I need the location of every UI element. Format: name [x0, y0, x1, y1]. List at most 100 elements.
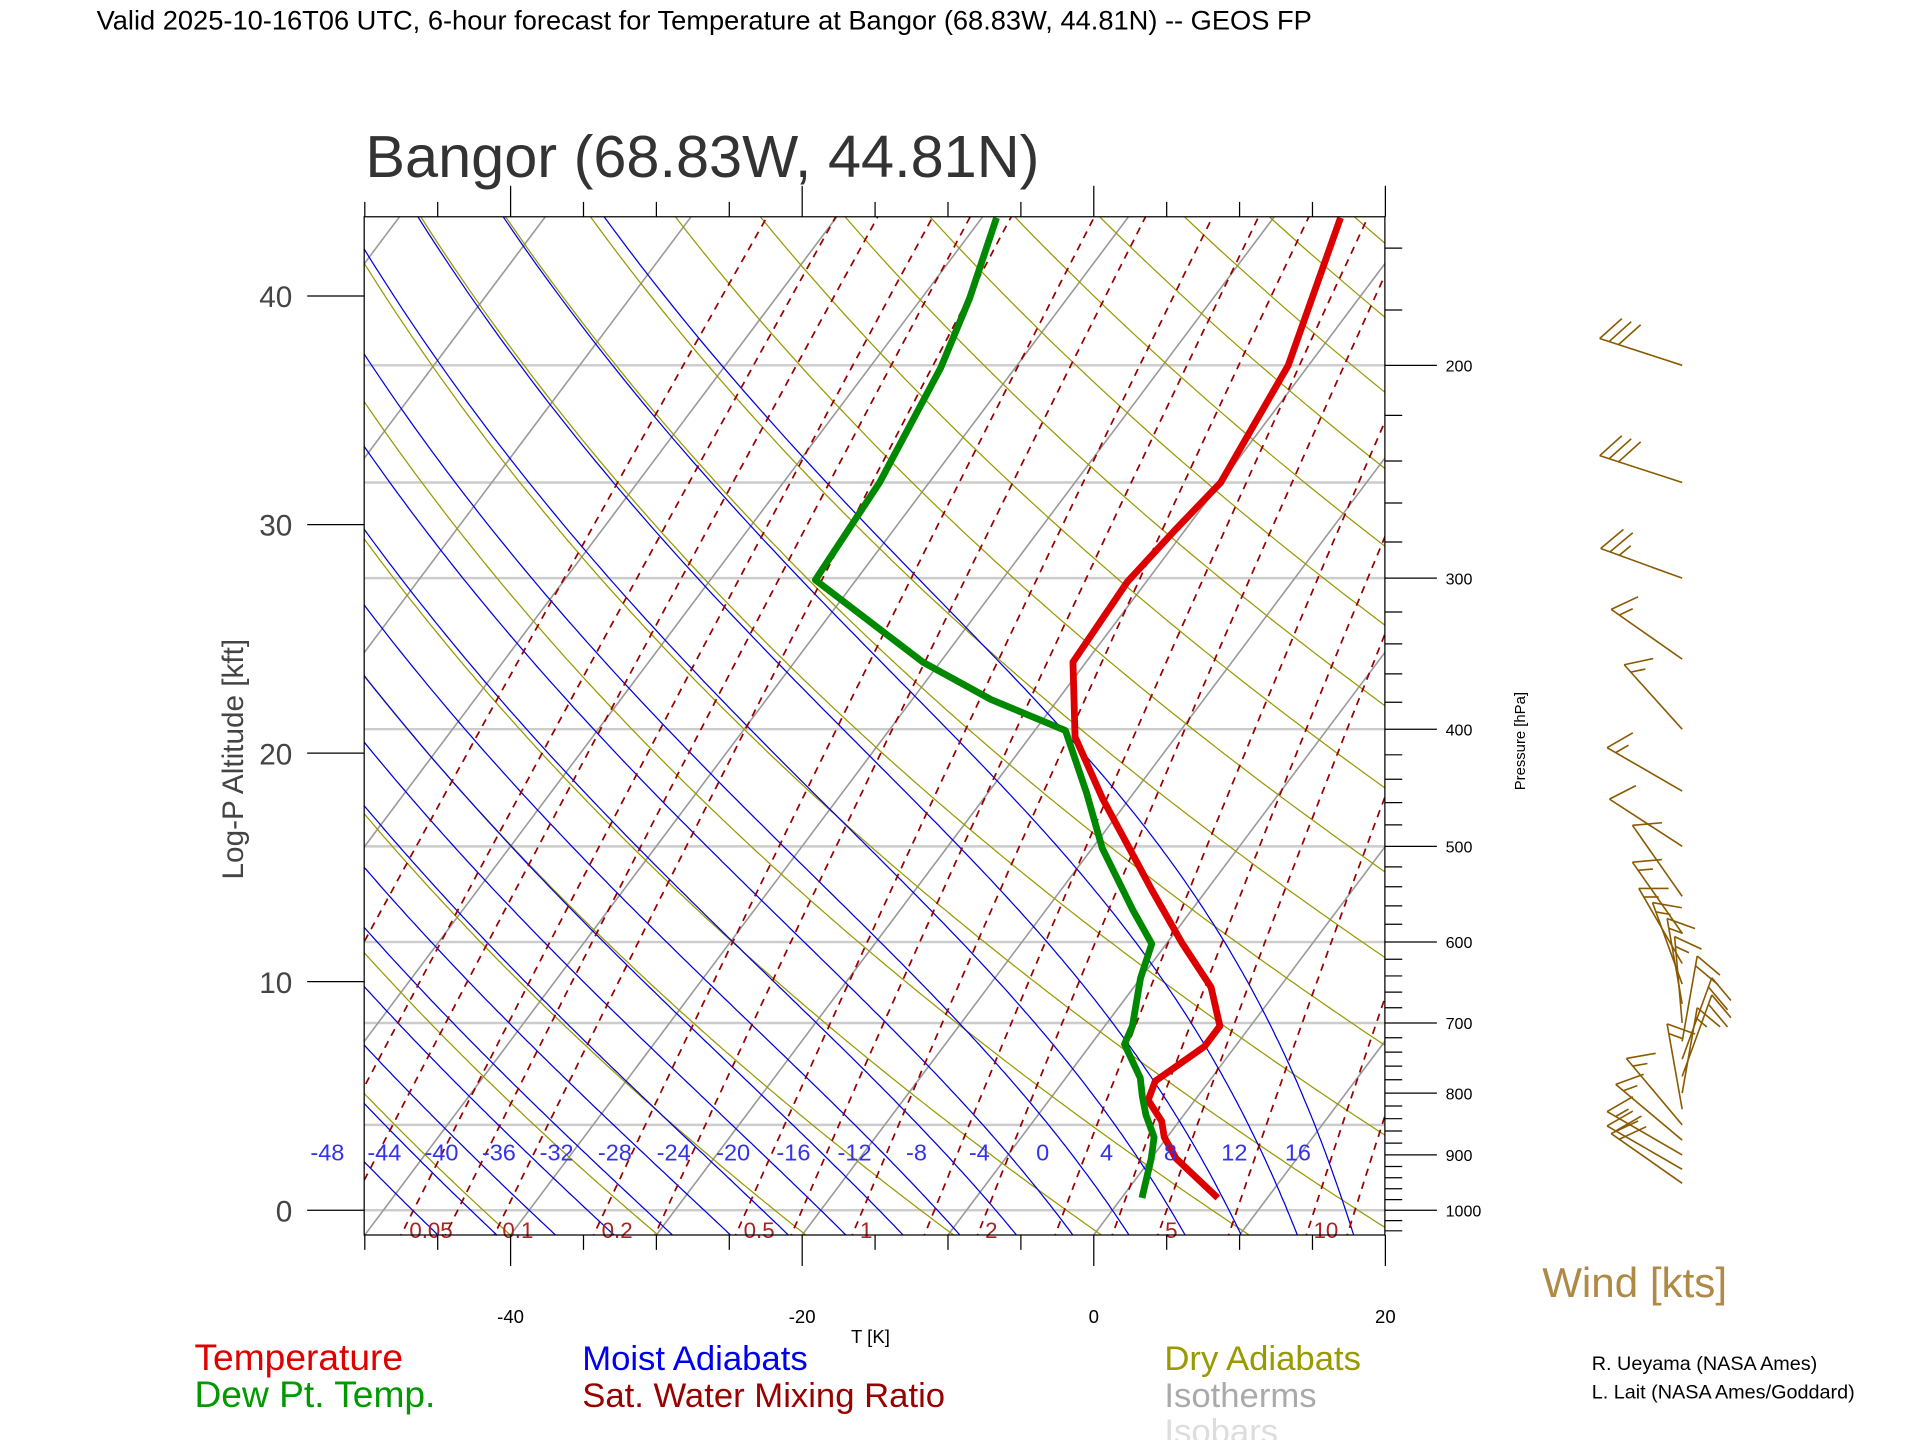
dry-adiabat-line [844, 216, 1385, 707]
wind-barb [1599, 435, 1683, 484]
wind-barb-feather [1652, 901, 1682, 909]
dry-adiabat-line [504, 216, 1385, 1046]
moist-adiabat-label: 8 [1164, 1140, 1177, 1166]
moist-adiabat-line [417, 216, 1242, 1235]
wind-barb-feather [1696, 1007, 1721, 1028]
wind-barb [1623, 657, 1683, 730]
credit-line: L. Lait (NASA Ames/Goddard) [1592, 1382, 1855, 1404]
wind-barb [1681, 1007, 1721, 1094]
wind-barb-feather [1618, 441, 1642, 463]
isotherm-line [0, 178, 137, 1241]
moist-adiabat-line [364, 445, 1074, 1235]
wind-barb-half-feather [1675, 945, 1690, 954]
wind-barb-half-feather [1638, 868, 1653, 872]
x-tick-label: -20 [789, 1306, 816, 1327]
wind-barb-staff [1625, 1057, 1683, 1126]
moist-adiabat-label: -36 [482, 1140, 516, 1166]
wind-barb [1606, 1110, 1683, 1170]
wind-barb-staff [1599, 454, 1683, 484]
mixing-ratio-line [976, 273, 1385, 1235]
wind-barb [1631, 821, 1683, 897]
isotherm-line [1092, 845, 1385, 1235]
moist-adiabat-label: -8 [906, 1140, 927, 1166]
moist-adiabat-label: 16 [1285, 1140, 1311, 1166]
mixing-ratio-line [592, 216, 1096, 1235]
wind-barb-staff [1606, 1125, 1683, 1170]
y2-axis-label: Pressure [hPa] [1513, 692, 1529, 790]
wind-barb [1600, 528, 1683, 579]
wind-barb-feather [1606, 732, 1634, 749]
line-labels: -48 -44 -40 -36 -32 -28 -24 -20 -16 -12 -8 -4 0 4 8 12 1… [310, 1140, 1338, 1244]
wind-barb [1615, 1073, 1683, 1141]
wind-barb-feather [1618, 324, 1642, 346]
wind-barb-half-feather [1655, 911, 1671, 916]
moist-adiabat-line [364, 604, 961, 1235]
wind-barb-staff [1610, 608, 1683, 660]
wind-barb-staff [1673, 936, 1683, 1024]
y-tick-label: 30 [259, 510, 292, 543]
mixing-ratio-line [1156, 631, 1385, 1235]
legend-mixing-ratio: Sat. Water Mixing Ratio [582, 1377, 945, 1415]
isotherm-line [1384, 1234, 1385, 1235]
moist-adiabat-line [364, 674, 904, 1235]
wind-barb-staff [1600, 547, 1683, 579]
wind-barb-staff [1615, 1083, 1683, 1141]
axes: -40 -20 0 200102030402003004005006007008009… [259, 185, 1482, 1327]
dry-adiabat-line [1394, 178, 1920, 1241]
wind-barb-feather [1606, 1110, 1634, 1127]
dry-adiabat-line [589, 216, 1385, 959]
moist-adiabat-line [603, 216, 1355, 1235]
wind-barb-feather [1711, 994, 1732, 1019]
dewpoint-line [811, 216, 1158, 1199]
dry-adiabat-line [1892, 178, 1920, 1241]
wind-barb-feather [1696, 955, 1721, 976]
mixing-ratio-line [364, 216, 837, 1089]
wind-barb-staff [1610, 1132, 1683, 1184]
moist-adiabat-label: -48 [310, 1140, 344, 1166]
mixing-ratio-line [1111, 534, 1385, 1235]
wind-barb-feather [1615, 1115, 1642, 1132]
moist-adiabat-line [364, 247, 1186, 1235]
isotherm-line [1818, 178, 1920, 1241]
mixing-ratio-label: 0.5 [744, 1218, 775, 1243]
page-title: Valid 2025-10-16T06 UTC, 6-hour forecast… [97, 5, 1312, 36]
isotherm-line [655, 262, 1385, 1235]
wind-barb-feather [1666, 1023, 1696, 1035]
pressure-tick-label: 900 [1446, 1147, 1473, 1165]
moist-adiabat-label: -20 [716, 1140, 750, 1166]
dry-adiabat-line [1013, 216, 1385, 547]
moist-adiabat-label: -32 [540, 1140, 574, 1166]
pressure-tick-label: 300 [1446, 570, 1473, 588]
dry-adiabat-line [420, 216, 1385, 1136]
y-axis-label: Log-P Altitude [kft] [217, 639, 250, 880]
wind-barb-half-feather [1632, 1062, 1648, 1067]
wind-barb-staff [1666, 1023, 1683, 1110]
moist-adiabat-label: -28 [598, 1140, 632, 1166]
wind-barb-half-feather [1694, 1016, 1708, 1028]
wind-barb [1606, 1095, 1683, 1156]
isotherm-line [364, 216, 1130, 1235]
isotherm-line [364, 216, 838, 849]
pressure-tick-label: 1000 [1446, 1202, 1482, 1220]
isotherm-line [364, 216, 693, 654]
wind-barb-staff [1606, 746, 1683, 792]
x-tick-label: -40 [497, 1306, 524, 1327]
mixing-ratio-label: 2 [985, 1218, 997, 1243]
chart-title: Bangor (68.83W, 44.81N) [365, 123, 1039, 190]
wind-barb-feather [1626, 1052, 1656, 1060]
isotherm-line [364, 216, 547, 460]
wind-barb-feather [1606, 1095, 1634, 1113]
wind-barb [1599, 318, 1683, 367]
moist-adiabat-label: -4 [969, 1140, 990, 1166]
mixing-ratio-label: 0.2 [602, 1218, 633, 1243]
wind-barb-feather [1632, 821, 1663, 827]
temperature-line [1069, 216, 1344, 1201]
moist-adiabat-line [364, 926, 674, 1235]
y-tick-label: 0 [276, 1195, 293, 1228]
wind-barb-feather [1609, 784, 1637, 800]
mixing-ratio-line [1227, 794, 1385, 1235]
dry-adiabat-line [1477, 178, 1920, 1241]
wind-barb-feather [1599, 318, 1623, 340]
wind-label: Wind [kts] [1542, 1259, 1727, 1306]
moist-adiabat-label: -40 [424, 1140, 458, 1166]
